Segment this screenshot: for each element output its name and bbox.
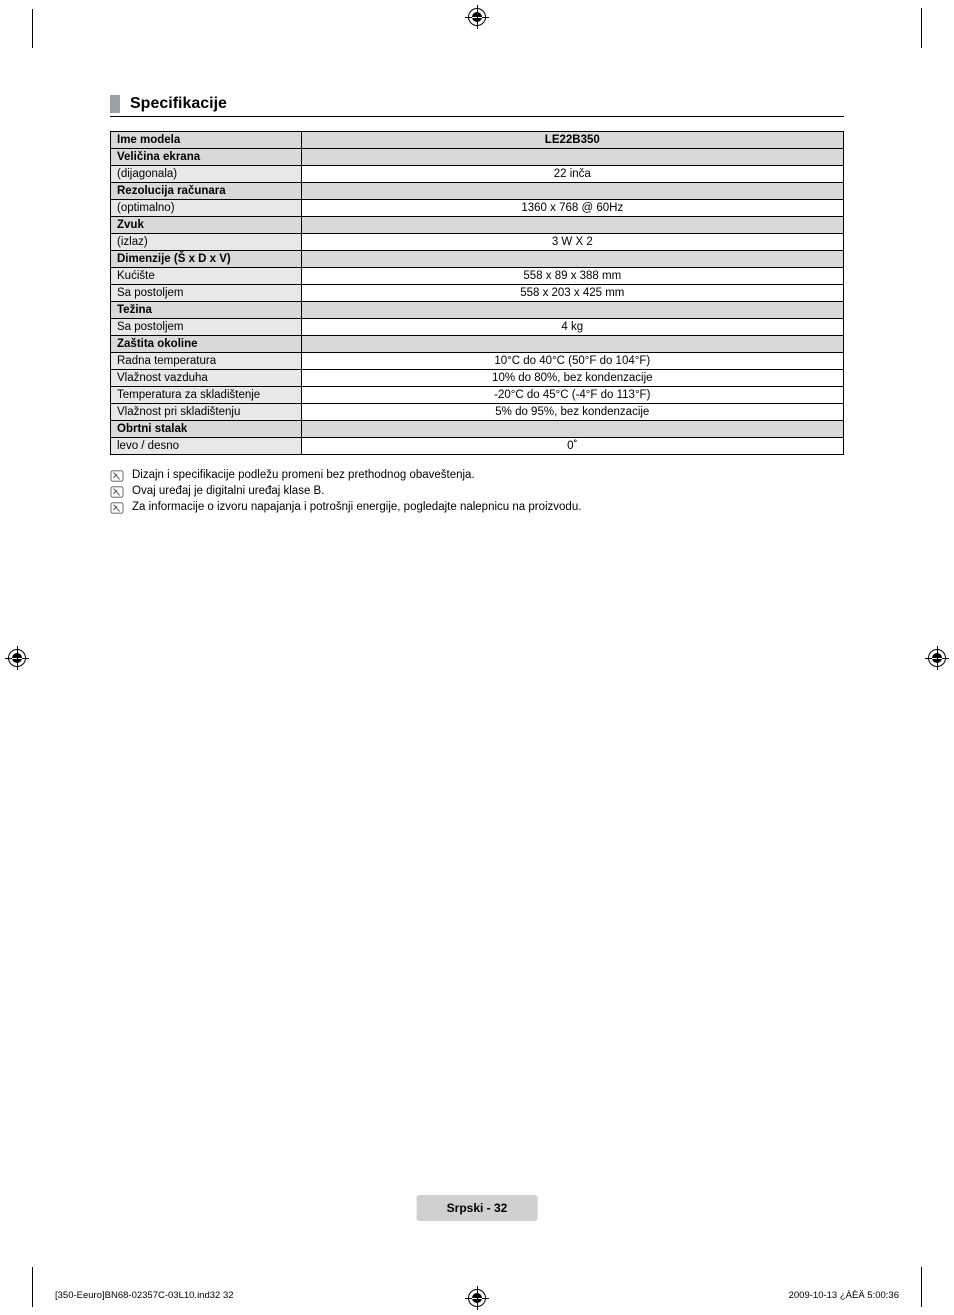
table-row-value [301, 183, 843, 200]
table-row-label: (izlaz) [111, 234, 302, 251]
print-footer-left: [350-Eeuro]BN68-02357C-03L10.ind32 32 [55, 1290, 234, 1301]
table-row-label: Radna temperatura [111, 353, 302, 370]
table-header-value: LE22B350 [301, 132, 843, 149]
note-item: Ovaj uređaj je digitalni uređaj klase B. [110, 485, 844, 498]
table-row-value [301, 149, 843, 166]
table-row-value [301, 302, 843, 319]
table-row-label: (optimalno) [111, 200, 302, 217]
note-text: Za informacije o izvoru napajanja i potr… [132, 501, 581, 513]
section-title: Specifikacije [130, 95, 227, 113]
section-header: Specifikacije [110, 95, 844, 117]
notes-block: Dizajn i specifikacije podležu promeni b… [110, 469, 844, 514]
table-row-value: 10% do 80%, bez kondenzacije [301, 370, 843, 387]
table-row-label: Vlažnost vazduha [111, 370, 302, 387]
note-icon [110, 470, 124, 482]
page-footer-badge: Srpski - 32 [417, 1195, 538, 1221]
table-row-label: Dimenzije (Š x D x V) [111, 251, 302, 268]
table-row-value: 5% do 95%, bez kondenzacije [301, 404, 843, 421]
table-row-label: (dijagonala) [111, 166, 302, 183]
print-footer: [350-Eeuro]BN68-02357C-03L10.ind32 32 20… [55, 1290, 899, 1301]
page-content: Specifikacije Ime modelaLE22B350Veličina… [110, 95, 844, 1255]
registration-mark-icon [468, 8, 486, 26]
table-row-value [301, 421, 843, 438]
table-row-label: Obrtni stalak [111, 421, 302, 438]
table-row-label: Zaštita okoline [111, 336, 302, 353]
note-text: Dizajn i specifikacije podležu promeni b… [132, 469, 475, 481]
print-footer-right: 2009-10-13 ¿ÀÈÄ 5:00:36 [789, 1290, 899, 1301]
table-row-value: 1360 x 768 @ 60Hz [301, 200, 843, 217]
table-row-value: 558 x 203 x 425 mm [301, 285, 843, 302]
table-row-label: levo / desno [111, 438, 302, 455]
note-icon [110, 502, 124, 514]
section-marker-icon [110, 95, 120, 113]
spec-table: Ime modelaLE22B350Veličina ekrana(dijago… [110, 131, 844, 455]
table-row-label: Kućište [111, 268, 302, 285]
crop-mark [32, 28, 52, 48]
table-row-value: 4 kg [301, 319, 843, 336]
note-item: Dizajn i specifikacije podležu promeni b… [110, 469, 844, 482]
crop-mark [32, 1267, 52, 1287]
table-row-label: Zvuk [111, 217, 302, 234]
crop-mark [902, 28, 922, 48]
table-row-label: Veličina ekrana [111, 149, 302, 166]
table-row-label: Sa postoljem [111, 285, 302, 302]
registration-mark-icon [8, 649, 26, 667]
table-row-label: Sa postoljem [111, 319, 302, 336]
table-header-label: Ime modela [111, 132, 302, 149]
table-row-label: Vlažnost pri skladištenju [111, 404, 302, 421]
table-row-label: Težina [111, 302, 302, 319]
table-row-value [301, 217, 843, 234]
table-row-value [301, 336, 843, 353]
registration-mark-icon [928, 649, 946, 667]
note-item: Za informacije o izvoru napajanja i potr… [110, 501, 844, 514]
table-row-value: -20°C do 45°C (-4°F do 113°F) [301, 387, 843, 404]
table-row-label: Temperatura za skladištenje [111, 387, 302, 404]
note-text: Ovaj uređaj je digitalni uređaj klase B. [132, 485, 324, 497]
table-row-value: 0˚ [301, 438, 843, 455]
table-row-value [301, 251, 843, 268]
note-icon [110, 486, 124, 498]
table-row-value: 10°C do 40°C (50°F do 104°F) [301, 353, 843, 370]
table-row-value: 22 inča [301, 166, 843, 183]
table-row-label: Rezolucija računara [111, 183, 302, 200]
table-row-value: 3 W X 2 [301, 234, 843, 251]
crop-mark [902, 1267, 922, 1287]
table-row-value: 558 x 89 x 388 mm [301, 268, 843, 285]
